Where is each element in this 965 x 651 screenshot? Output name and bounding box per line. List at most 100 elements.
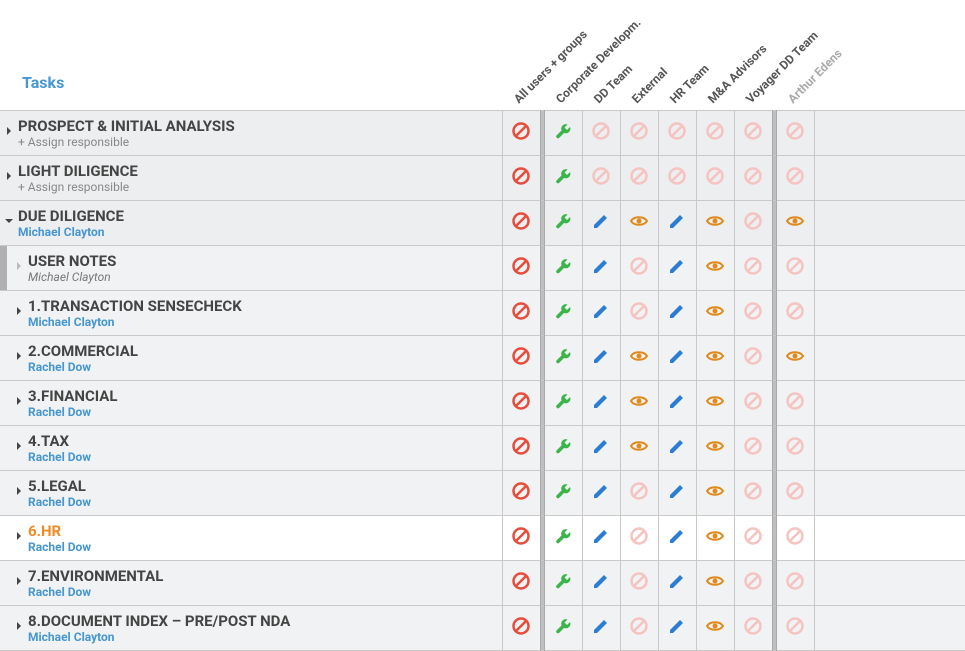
wrench-icon[interactable] (552, 390, 574, 412)
wrench-icon[interactable] (552, 210, 574, 232)
permission-cell[interactable] (582, 605, 620, 650)
permission-cell[interactable] (696, 245, 734, 290)
deny-icon[interactable] (510, 570, 532, 592)
permission-cell[interactable] (544, 425, 582, 470)
permission-cell[interactable] (658, 515, 696, 560)
permission-cell[interactable] (582, 560, 620, 605)
deny-icon[interactable] (742, 435, 764, 457)
deny-icon[interactable] (784, 165, 806, 187)
permission-cell[interactable] (620, 335, 658, 380)
permission-cell[interactable] (544, 470, 582, 515)
pencil-icon[interactable] (666, 390, 688, 412)
deny-icon[interactable] (628, 255, 650, 277)
permission-cell[interactable] (544, 200, 582, 245)
permission-cell[interactable] (658, 605, 696, 650)
permission-cell[interactable] (582, 290, 620, 335)
pencil-icon[interactable] (590, 570, 612, 592)
assign-responsible-link[interactable]: + Assign responsible (18, 180, 138, 194)
permission-cell[interactable] (544, 380, 582, 425)
task-title[interactable]: DUE DILIGENCE (18, 207, 124, 225)
task-title[interactable]: 6.HR (28, 522, 91, 540)
task-title[interactable]: PROSPECT & INITIAL ANALYSIS (18, 117, 235, 135)
expand-chevron-icon[interactable] (10, 395, 28, 411)
deny-icon[interactable] (510, 120, 532, 142)
task-title[interactable]: 7.ENVIRONMENTAL (28, 567, 163, 585)
eye-icon[interactable] (628, 435, 650, 457)
permission-cell[interactable] (582, 380, 620, 425)
permission-cell[interactable] (544, 335, 582, 380)
eye-icon[interactable] (784, 210, 806, 232)
eye-icon[interactable] (704, 390, 726, 412)
task-assignee[interactable]: Rachel Dow (28, 495, 91, 509)
deny-icon[interactable] (510, 300, 532, 322)
deny-icon[interactable] (784, 525, 806, 547)
pencil-icon[interactable] (666, 615, 688, 637)
expand-chevron-icon[interactable] (10, 350, 28, 366)
permission-cell[interactable] (734, 155, 772, 200)
permission-cell[interactable] (620, 380, 658, 425)
wrench-icon[interactable] (552, 480, 574, 502)
deny-icon[interactable] (742, 300, 764, 322)
deny-icon[interactable] (590, 165, 612, 187)
deny-icon[interactable] (784, 570, 806, 592)
deny-icon[interactable] (628, 570, 650, 592)
column-header[interactable]: Voyager DD Team (734, 0, 772, 110)
task-title[interactable]: 5.LEGAL (28, 477, 91, 495)
wrench-icon[interactable] (552, 345, 574, 367)
pencil-icon[interactable] (666, 300, 688, 322)
task-assignee[interactable]: Michael Clayton (28, 630, 290, 644)
permission-cell[interactable] (582, 515, 620, 560)
permission-cell[interactable] (544, 605, 582, 650)
permission-cell[interactable] (658, 560, 696, 605)
permission-cell[interactable] (620, 155, 658, 200)
expand-chevron-icon[interactable] (10, 620, 28, 636)
eye-icon[interactable] (784, 345, 806, 367)
permission-cell[interactable] (620, 470, 658, 515)
pencil-icon[interactable] (666, 435, 688, 457)
eye-icon[interactable] (628, 210, 650, 232)
permission-cell[interactable] (734, 425, 772, 470)
wrench-icon[interactable] (552, 570, 574, 592)
column-header[interactable]: HR Team (658, 0, 696, 110)
task-assignee[interactable]: Rachel Dow (28, 450, 91, 464)
pencil-icon[interactable] (590, 255, 612, 277)
permission-cell[interactable] (502, 425, 540, 470)
deny-icon[interactable] (742, 165, 764, 187)
task-title[interactable]: USER NOTES (28, 252, 116, 270)
deny-icon[interactable] (742, 345, 764, 367)
pencil-icon[interactable] (666, 345, 688, 367)
column-header[interactable]: DD Team (582, 0, 620, 110)
eye-icon[interactable] (704, 345, 726, 367)
pencil-icon[interactable] (590, 345, 612, 367)
eye-icon[interactable] (704, 525, 726, 547)
pencil-icon[interactable] (666, 255, 688, 277)
task-title[interactable]: 8.DOCUMENT INDEX – PRE/POST NDA (28, 612, 290, 630)
deny-icon[interactable] (742, 570, 764, 592)
deny-icon[interactable] (784, 615, 806, 637)
deny-icon[interactable] (510, 525, 532, 547)
permission-cell[interactable] (776, 470, 814, 515)
permission-cell[interactable] (620, 560, 658, 605)
deny-icon[interactable] (510, 615, 532, 637)
deny-icon[interactable] (510, 255, 532, 277)
permission-cell[interactable] (776, 380, 814, 425)
permission-cell[interactable] (658, 155, 696, 200)
permission-cell[interactable] (776, 200, 814, 245)
wrench-icon[interactable] (552, 435, 574, 457)
deny-icon[interactable] (742, 525, 764, 547)
pencil-icon[interactable] (590, 615, 612, 637)
expand-chevron-icon[interactable] (10, 305, 28, 321)
expand-chevron-icon[interactable] (0, 125, 18, 141)
permission-cell[interactable] (502, 200, 540, 245)
eye-icon[interactable] (704, 435, 726, 457)
task-assignee[interactable]: Michael Clayton (18, 225, 124, 239)
deny-icon[interactable] (742, 480, 764, 502)
deny-icon[interactable] (742, 390, 764, 412)
eye-icon[interactable] (704, 255, 726, 277)
permission-cell[interactable] (734, 560, 772, 605)
expand-chevron-icon[interactable] (10, 440, 28, 456)
expand-chevron-icon[interactable] (10, 575, 28, 591)
pencil-icon[interactable] (666, 525, 688, 547)
deny-icon[interactable] (590, 120, 612, 142)
column-header[interactable]: M&A Advisors (696, 0, 734, 110)
